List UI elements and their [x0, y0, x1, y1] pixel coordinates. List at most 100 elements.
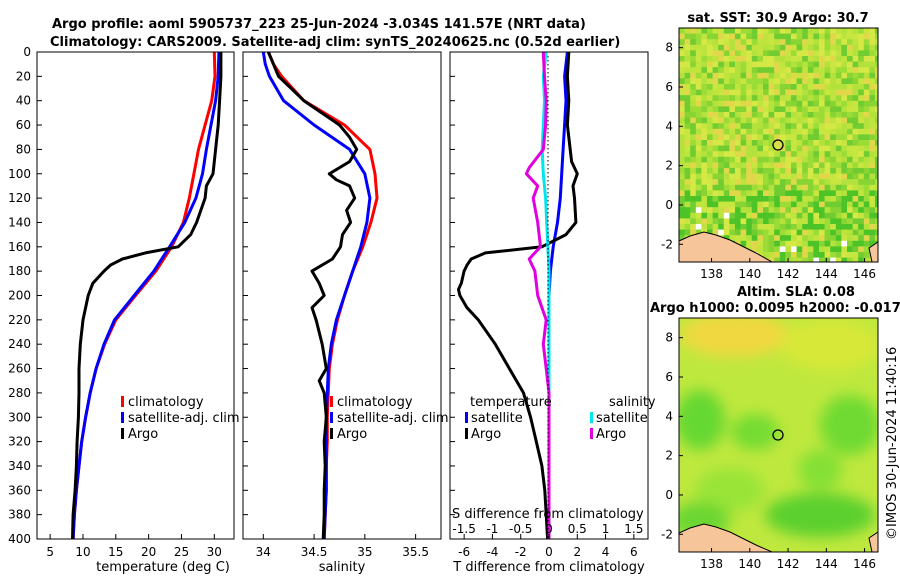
sst-cell — [684, 61, 691, 68]
sst-cell — [679, 145, 685, 152]
sst-cell — [847, 162, 853, 169]
sst-cell — [869, 229, 876, 236]
sst-cell — [763, 212, 769, 219]
sst-cell — [841, 39, 848, 46]
sst-cell — [740, 123, 747, 130]
sst-cell — [813, 123, 820, 130]
sst-cell — [695, 140, 702, 146]
sst-cell — [791, 134, 797, 141]
legend-argo: Argo — [128, 427, 158, 442]
sst-cell — [707, 89, 713, 96]
sst-cell — [723, 123, 730, 130]
sst-cell — [875, 56, 878, 62]
sst-cell — [779, 28, 786, 34]
sst-cell — [791, 28, 797, 34]
sst-cell — [729, 117, 736, 124]
sst-cell — [841, 224, 848, 230]
sst-cell — [858, 78, 865, 85]
sst-cell — [740, 128, 747, 135]
sst-cell — [785, 33, 792, 40]
y-tick-label: 400 — [8, 532, 31, 546]
legend-sal-satellite: satellite — [596, 411, 648, 426]
sst-cell — [858, 123, 865, 130]
sst-cell — [847, 145, 853, 152]
sst-cell — [707, 168, 713, 174]
sst-cell — [712, 145, 719, 152]
sst-cell — [869, 184, 876, 191]
sst-cell — [690, 173, 697, 180]
sst-cell — [774, 156, 781, 163]
sst-cell — [819, 78, 825, 85]
sst-cell — [746, 145, 753, 152]
sst-cell — [746, 89, 753, 96]
sst-cell — [740, 61, 747, 68]
sst-cell — [785, 218, 792, 225]
sst-cell — [824, 100, 831, 107]
sst-cell — [735, 44, 741, 51]
sst-cell — [712, 162, 719, 169]
sst-cell — [813, 117, 820, 124]
sst-cell — [763, 252, 769, 258]
sst-cell — [718, 61, 725, 68]
sst-cell — [852, 229, 859, 236]
sst-cell — [841, 252, 848, 258]
sst-cell — [707, 179, 713, 186]
sst-cell — [796, 78, 803, 85]
legend-title-temperature: temperature — [470, 395, 552, 410]
sst-cell — [830, 190, 837, 197]
sst-cell — [835, 106, 842, 113]
sst-cell — [735, 39, 741, 46]
sst-cell — [763, 140, 769, 146]
sst-cell — [679, 229, 685, 236]
sst-cell — [807, 162, 814, 169]
sst-cell — [819, 246, 825, 253]
sst-cell — [746, 156, 753, 163]
sst-cell — [841, 50, 848, 57]
map-y-tick-label: 0 — [665, 488, 673, 502]
sst-cell — [751, 229, 758, 236]
sst-cell — [824, 224, 831, 230]
sst-cell — [735, 100, 741, 107]
legend-temp-satellite: satellite — [471, 411, 523, 426]
sst-cell — [863, 128, 870, 135]
sst-cell — [684, 224, 691, 230]
sst-cell — [841, 117, 848, 124]
sst-cell — [735, 168, 741, 174]
sst-cell — [712, 56, 719, 62]
sst-cell — [679, 184, 685, 191]
map-y-tick-label: 8 — [665, 41, 673, 55]
sst-cell — [785, 168, 792, 174]
sst-cell — [863, 224, 870, 230]
sst-cell — [813, 252, 820, 258]
sst-cell — [852, 61, 859, 68]
sst-cell — [695, 145, 702, 152]
sst-cell — [835, 196, 842, 202]
sst-cell — [796, 196, 803, 202]
sst-cell — [852, 207, 859, 214]
sst-cell — [763, 151, 769, 158]
sst-cell — [830, 117, 837, 124]
sst-cell — [796, 162, 803, 169]
sst-cell — [740, 201, 747, 208]
sst-cell — [695, 67, 702, 74]
sst-cell — [835, 78, 842, 85]
legend-swatch-temp-argo — [465, 428, 468, 439]
sst-cell — [791, 212, 797, 219]
sst-cell — [813, 173, 820, 180]
sst-cell — [824, 112, 831, 118]
sst-cell — [679, 72, 685, 79]
legend-climatology: climatology — [128, 395, 204, 410]
sst-cell — [802, 89, 809, 96]
sst-cell — [768, 212, 775, 219]
sst-cell — [869, 89, 876, 96]
sst-cell — [835, 168, 842, 174]
sst-cell — [802, 44, 809, 51]
sst-cell — [718, 140, 725, 146]
sst-cell — [768, 33, 775, 40]
sst-cell — [768, 156, 775, 163]
sst-cell — [824, 50, 831, 57]
sst-cell — [690, 78, 697, 85]
sst-cell — [768, 134, 775, 141]
sst-cell — [785, 128, 792, 135]
sst-cell — [707, 72, 713, 79]
